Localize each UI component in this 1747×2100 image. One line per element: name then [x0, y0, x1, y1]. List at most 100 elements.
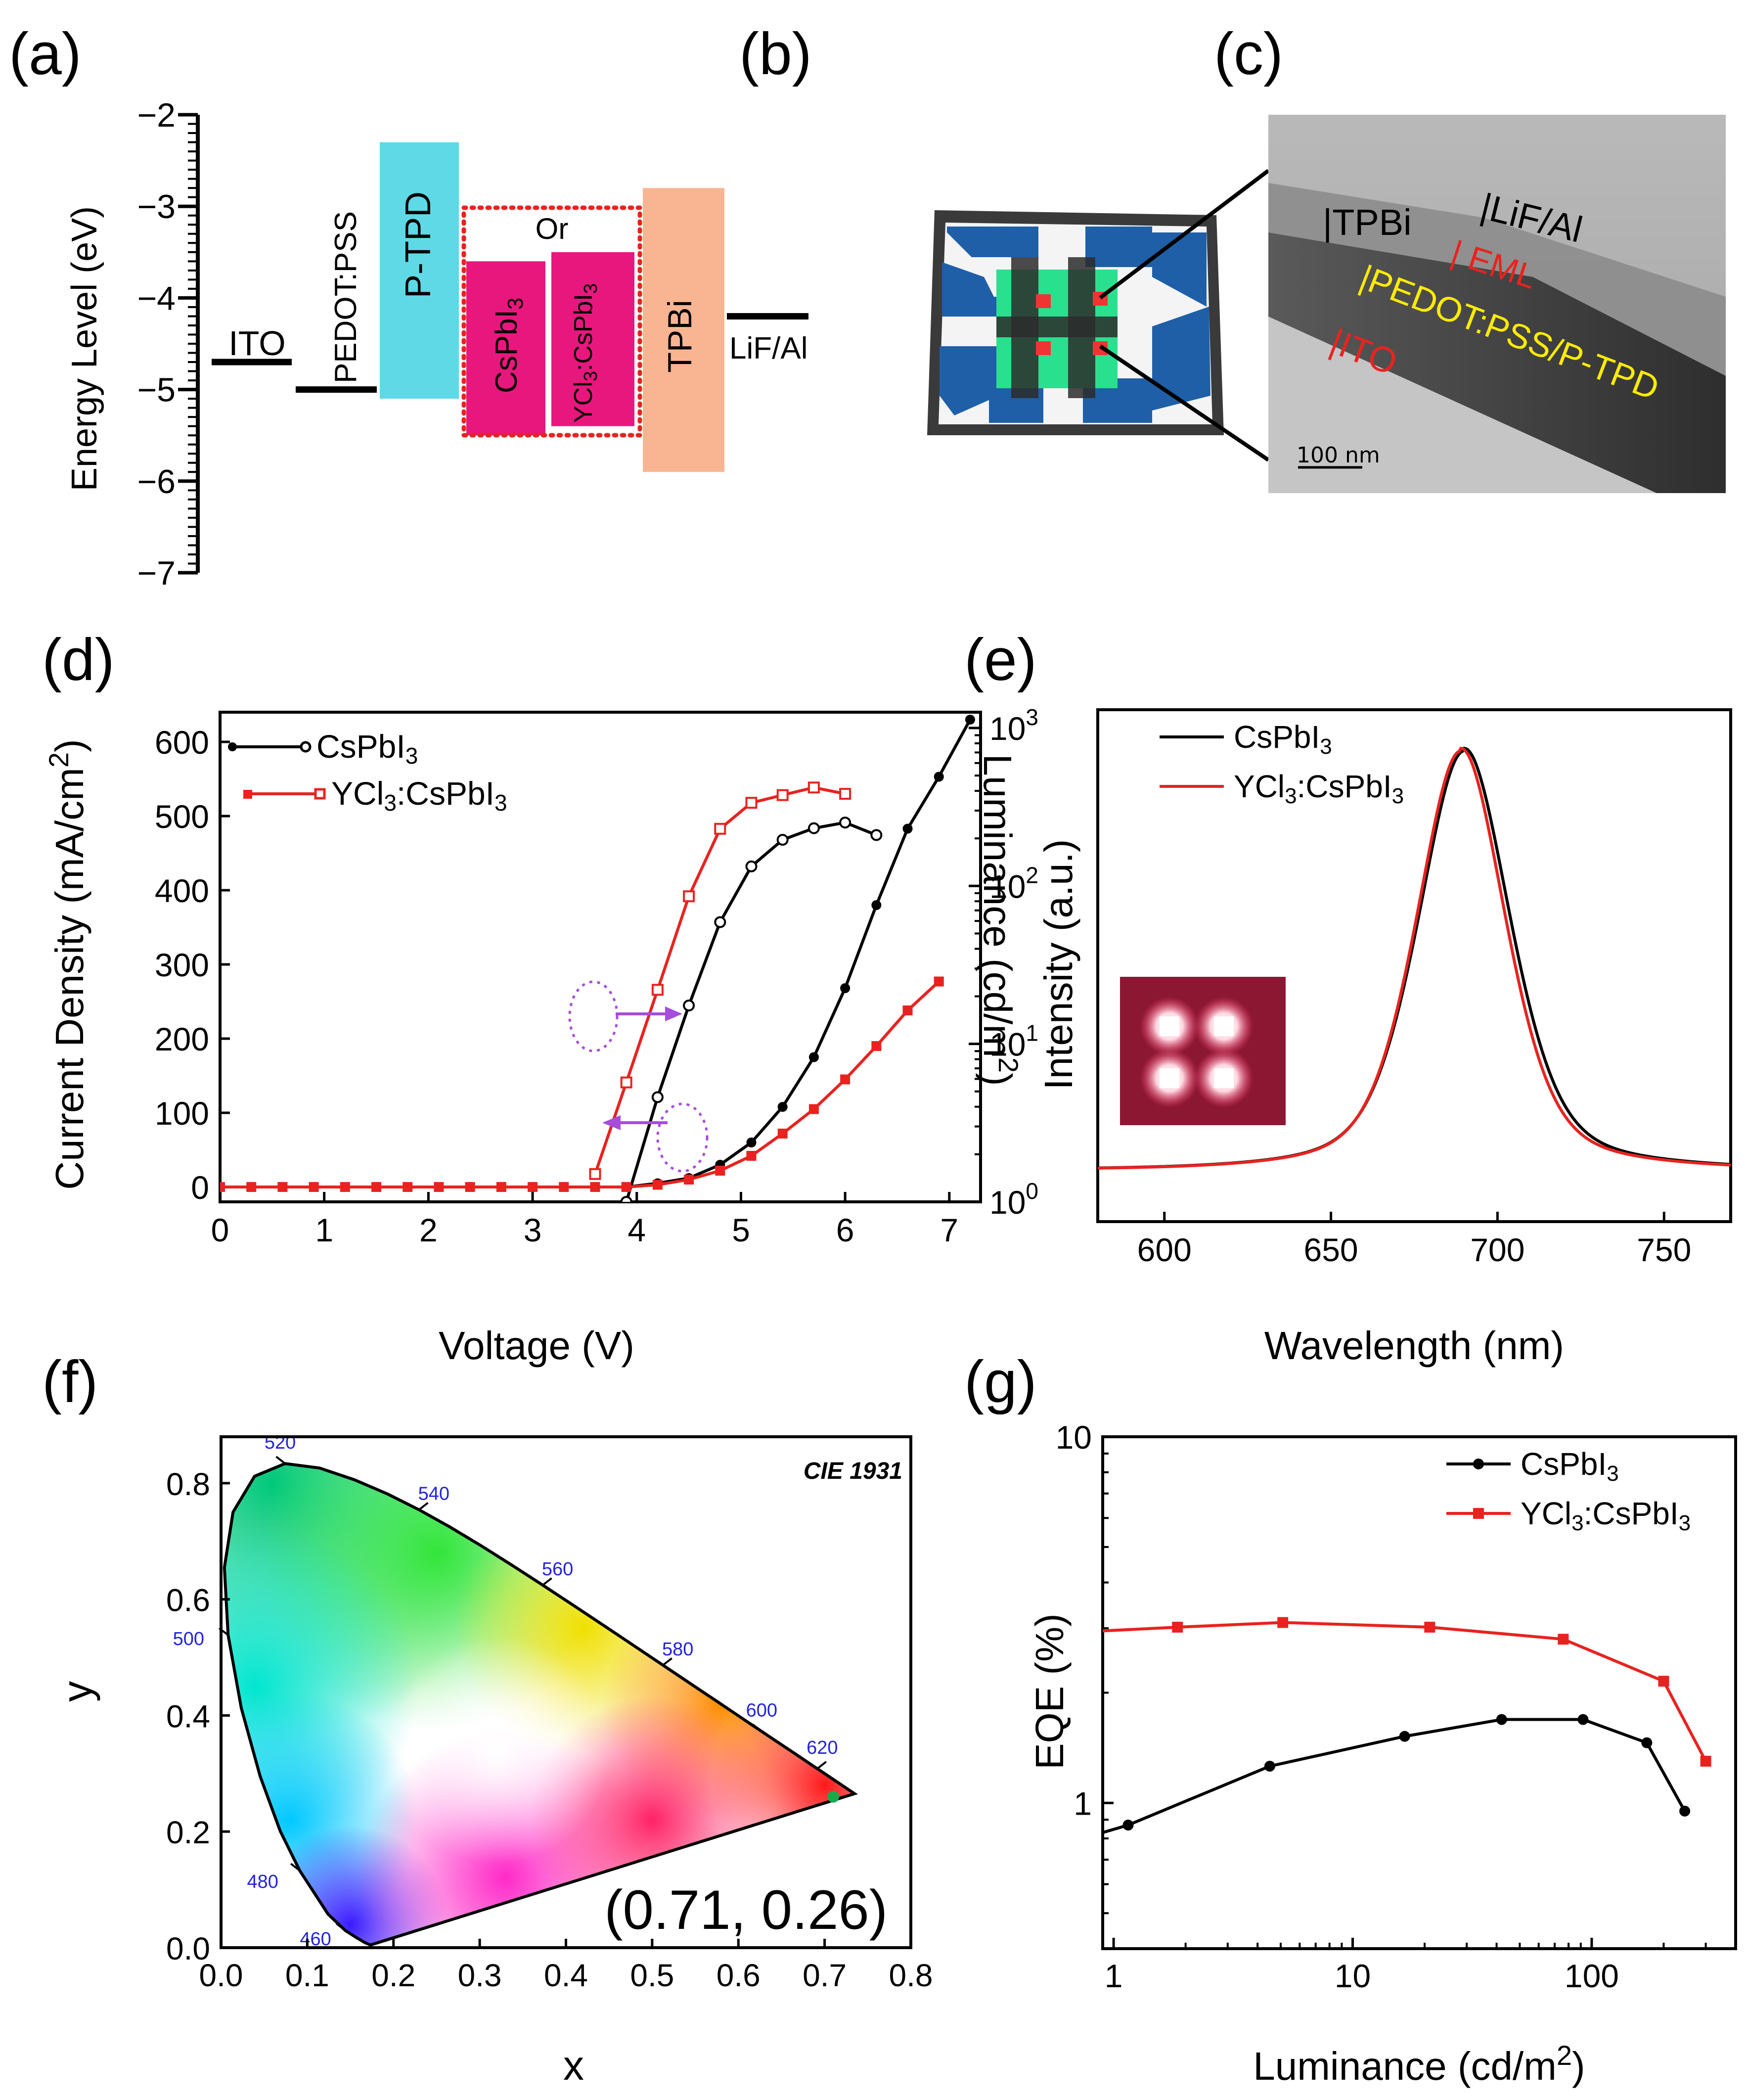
pedot-label: PEDOT:PSS [329, 211, 363, 383]
d-point [871, 1041, 882, 1051]
energy-tick-label: −5 [137, 371, 176, 409]
d-xtick-label: 6 [836, 1212, 854, 1248]
ycl3-cspbi3-bar [551, 252, 634, 426]
g-legend: CsPbI3 YCl3:CsPbI3 [1446, 1446, 1691, 1535]
e-xtick-label: 700 [1470, 1232, 1524, 1268]
cie-wavelength-label: 600 [746, 1700, 777, 1721]
f-xtick-label: 0.4 [544, 1958, 588, 1993]
d-point [403, 1182, 413, 1192]
cie-coordinate-annotation: (0.71, 0.26) [604, 1879, 888, 1941]
lif-label: LiF/Al [729, 331, 807, 365]
d-point [684, 1175, 694, 1185]
g-ytick-label: 1 [1074, 1785, 1092, 1822]
f-ytick-label: 0.8 [166, 1466, 210, 1502]
d-point [496, 1182, 506, 1192]
pixel-3 [1036, 341, 1051, 355]
g-point [1399, 1731, 1410, 1742]
e-xlabel: Wavelength (nm) [1264, 1324, 1564, 1368]
d-xlabel: Voltage (V) [439, 1324, 634, 1368]
g-xtick-label: 10 [1335, 1958, 1371, 1994]
d-point [651, 1091, 664, 1103]
g-point [1496, 1714, 1507, 1725]
electrode-tr [1085, 227, 1152, 267]
g-point [1264, 1761, 1275, 1772]
d-point [371, 1182, 382, 1192]
cie-wavelength-label: 540 [418, 1484, 449, 1505]
panel-label-f: (f) [42, 1349, 98, 1415]
g-ytick-label: 10 [1056, 1419, 1092, 1456]
f-xtick-label: 0.6 [717, 1958, 761, 1993]
f-ytick-label: 0.2 [166, 1815, 210, 1850]
energy-tick-label: −2 [137, 96, 176, 134]
f-xtick-label: 0.0 [199, 1958, 243, 1993]
d-series-line [220, 980, 940, 1188]
d-point [902, 1005, 913, 1015]
d-legend-cspbi3: CsPbI3 [316, 728, 418, 769]
panel-label-g: (g) [964, 1349, 1037, 1415]
d-point [777, 1129, 788, 1139]
or-label: Or [536, 212, 569, 245]
d-point [839, 817, 851, 829]
energy-axis-label: Energy Level (eV) [65, 206, 104, 491]
g-point [1658, 1676, 1669, 1687]
energy-diagram: −2 −3 −4 −5 −6 −7 Energy Level (eV) ITO PEDOT… [65, 96, 808, 592]
d-point [807, 822, 820, 834]
pixel-1 [1036, 294, 1051, 308]
cspbi3-bar-label: CsPbI3 [490, 298, 528, 393]
d-point [651, 984, 664, 996]
d-xtick-label: 5 [732, 1212, 750, 1248]
g-point [1424, 1621, 1435, 1633]
d-ytick-label: 300 [155, 947, 209, 983]
d-point [309, 1182, 319, 1192]
tem-label-tpbi: |TPBi [1323, 202, 1412, 243]
panel-label-c: (c) [1214, 21, 1283, 87]
f-xtick-label: 0.1 [285, 1958, 329, 1993]
d-xtick-label: 4 [627, 1212, 646, 1248]
tpbi-bar [643, 188, 724, 472]
d-point [745, 860, 758, 872]
energy-axis-ticks: −2 −3 −4 −5 −6 −7 [137, 96, 198, 592]
cie-locus-tick [816, 1761, 827, 1770]
d-point [840, 1074, 851, 1085]
cie-wavelength-label: 480 [247, 1872, 278, 1892]
zoom-line-bottom [1099, 344, 1270, 462]
g-point [1577, 1714, 1589, 1725]
ptpd-bar [380, 142, 459, 399]
f-ytick-label: 0.4 [166, 1698, 210, 1734]
d-point [870, 829, 883, 841]
g-series-line [1103, 1718, 1686, 1834]
d-point [559, 1182, 569, 1192]
d-point [683, 890, 695, 903]
d-xtick-label: 2 [419, 1212, 438, 1248]
d-point [277, 1182, 288, 1192]
d-point [683, 1000, 695, 1012]
scale-bar-label: 100 nm [1297, 443, 1380, 468]
d-point [340, 1182, 350, 1192]
panel-label-d: (d) [42, 627, 115, 693]
d-point [807, 781, 820, 794]
energy-tick-label: −7 [137, 554, 176, 592]
cie-locus-tick [752, 1724, 762, 1733]
d-point [246, 1182, 257, 1192]
d-point [589, 1168, 601, 1180]
d-point [434, 1182, 444, 1192]
d-point [714, 916, 726, 928]
d-legend: CsPbI3 YCl3:CsPbI3 [228, 728, 507, 816]
f-ylabel: y [54, 1681, 100, 1702]
d-y2tick-label: 100 [989, 1178, 1038, 1221]
d-point [902, 823, 913, 834]
cie-locus-tick [275, 1456, 286, 1464]
d-point [871, 900, 882, 910]
cie-locus-tick [335, 1922, 346, 1931]
plot-frame-e [1096, 708, 1732, 1223]
g-point [1700, 1756, 1711, 1767]
g-xlabel: Luminance (cd/m2) [1253, 2040, 1585, 2088]
d-y2label: Luminance (cd/m2) [976, 754, 1024, 1086]
d-point [620, 1076, 632, 1089]
d-point [715, 1166, 725, 1176]
cie-locus-tick [418, 1502, 429, 1511]
g-point [1641, 1737, 1653, 1748]
panel-label-e: (e) [964, 627, 1037, 693]
d-xtick-label: 1 [315, 1212, 333, 1248]
annotation-ellipse-1 [568, 980, 619, 1052]
